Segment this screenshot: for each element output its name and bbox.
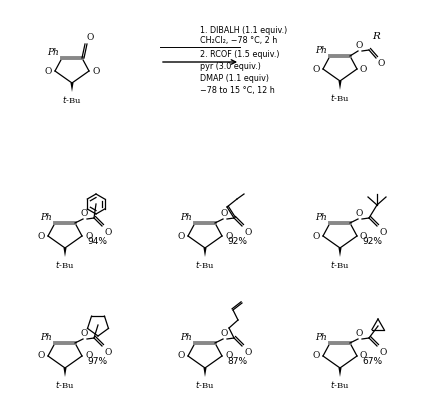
Text: $t$-Bu: $t$-Bu bbox=[55, 259, 75, 270]
Text: Ph: Ph bbox=[40, 213, 52, 222]
Text: O: O bbox=[220, 329, 228, 338]
Text: O: O bbox=[379, 228, 386, 237]
Text: O: O bbox=[86, 33, 93, 42]
Text: 97%: 97% bbox=[87, 356, 107, 365]
Text: O: O bbox=[44, 66, 52, 75]
Text: O: O bbox=[80, 329, 88, 338]
Polygon shape bbox=[338, 368, 341, 377]
Text: Ph: Ph bbox=[315, 333, 327, 342]
Text: $t$-Bu: $t$-Bu bbox=[330, 92, 350, 103]
Text: $t$-Bu: $t$-Bu bbox=[62, 94, 82, 105]
Text: Ph: Ph bbox=[40, 333, 52, 342]
Text: 92%: 92% bbox=[227, 236, 247, 246]
Text: O: O bbox=[379, 348, 386, 357]
Text: $t$-Bu: $t$-Bu bbox=[55, 379, 75, 390]
Text: 87%: 87% bbox=[227, 356, 247, 365]
Text: O: O bbox=[38, 351, 45, 360]
Polygon shape bbox=[203, 368, 206, 377]
Polygon shape bbox=[71, 83, 74, 92]
Polygon shape bbox=[338, 248, 341, 257]
Text: $t$-Bu: $t$-Bu bbox=[330, 259, 350, 270]
Text: O: O bbox=[225, 232, 232, 241]
Text: O: O bbox=[178, 351, 185, 360]
Text: O: O bbox=[360, 65, 367, 73]
Text: 67%: 67% bbox=[362, 356, 382, 365]
Text: $t$-Bu: $t$-Bu bbox=[195, 259, 215, 270]
Text: DMAP (1.1 equiv): DMAP (1.1 equiv) bbox=[200, 73, 269, 82]
Text: O: O bbox=[220, 209, 228, 218]
Text: O: O bbox=[244, 228, 251, 237]
Text: O: O bbox=[313, 232, 320, 241]
Text: Ph: Ph bbox=[180, 213, 192, 222]
Text: pyr (3.0 equiv.): pyr (3.0 equiv.) bbox=[200, 61, 261, 70]
Text: O: O bbox=[355, 329, 363, 338]
Text: O: O bbox=[313, 351, 320, 360]
Text: Ph: Ph bbox=[180, 333, 192, 342]
Text: O: O bbox=[80, 209, 88, 218]
Text: O: O bbox=[104, 348, 111, 357]
Polygon shape bbox=[63, 368, 66, 377]
Text: CH₂Cl₂, −78 °C, 2 h: CH₂Cl₂, −78 °C, 2 h bbox=[200, 35, 277, 44]
Polygon shape bbox=[203, 248, 206, 257]
Text: $t$-Bu: $t$-Bu bbox=[330, 379, 350, 390]
Text: O: O bbox=[313, 65, 320, 73]
Text: Ph: Ph bbox=[315, 46, 327, 55]
Text: −78 to 15 °C, 12 h: −78 to 15 °C, 12 h bbox=[200, 86, 275, 94]
Text: O: O bbox=[85, 232, 92, 241]
Text: R: R bbox=[372, 32, 380, 41]
Text: O: O bbox=[377, 59, 385, 68]
Text: O: O bbox=[85, 351, 92, 360]
Text: O: O bbox=[104, 228, 111, 237]
Text: O: O bbox=[244, 348, 251, 357]
Text: 94%: 94% bbox=[87, 236, 107, 246]
Text: Ph: Ph bbox=[47, 48, 59, 57]
Polygon shape bbox=[338, 81, 341, 90]
Text: O: O bbox=[355, 41, 363, 50]
Text: $t$-Bu: $t$-Bu bbox=[195, 379, 215, 390]
Text: 2. RCOF (1.5 equiv.): 2. RCOF (1.5 equiv.) bbox=[200, 49, 280, 59]
Polygon shape bbox=[63, 248, 66, 257]
Text: O: O bbox=[178, 232, 185, 241]
Text: O: O bbox=[355, 209, 363, 218]
Text: 92%: 92% bbox=[362, 236, 382, 246]
Text: O: O bbox=[38, 232, 45, 241]
Text: O: O bbox=[92, 66, 99, 75]
Text: O: O bbox=[225, 351, 232, 360]
Text: O: O bbox=[360, 351, 367, 360]
Text: Ph: Ph bbox=[315, 213, 327, 222]
Text: O: O bbox=[360, 232, 367, 241]
Text: 1. DIBALH (1.1 equiv.): 1. DIBALH (1.1 equiv.) bbox=[200, 26, 287, 35]
